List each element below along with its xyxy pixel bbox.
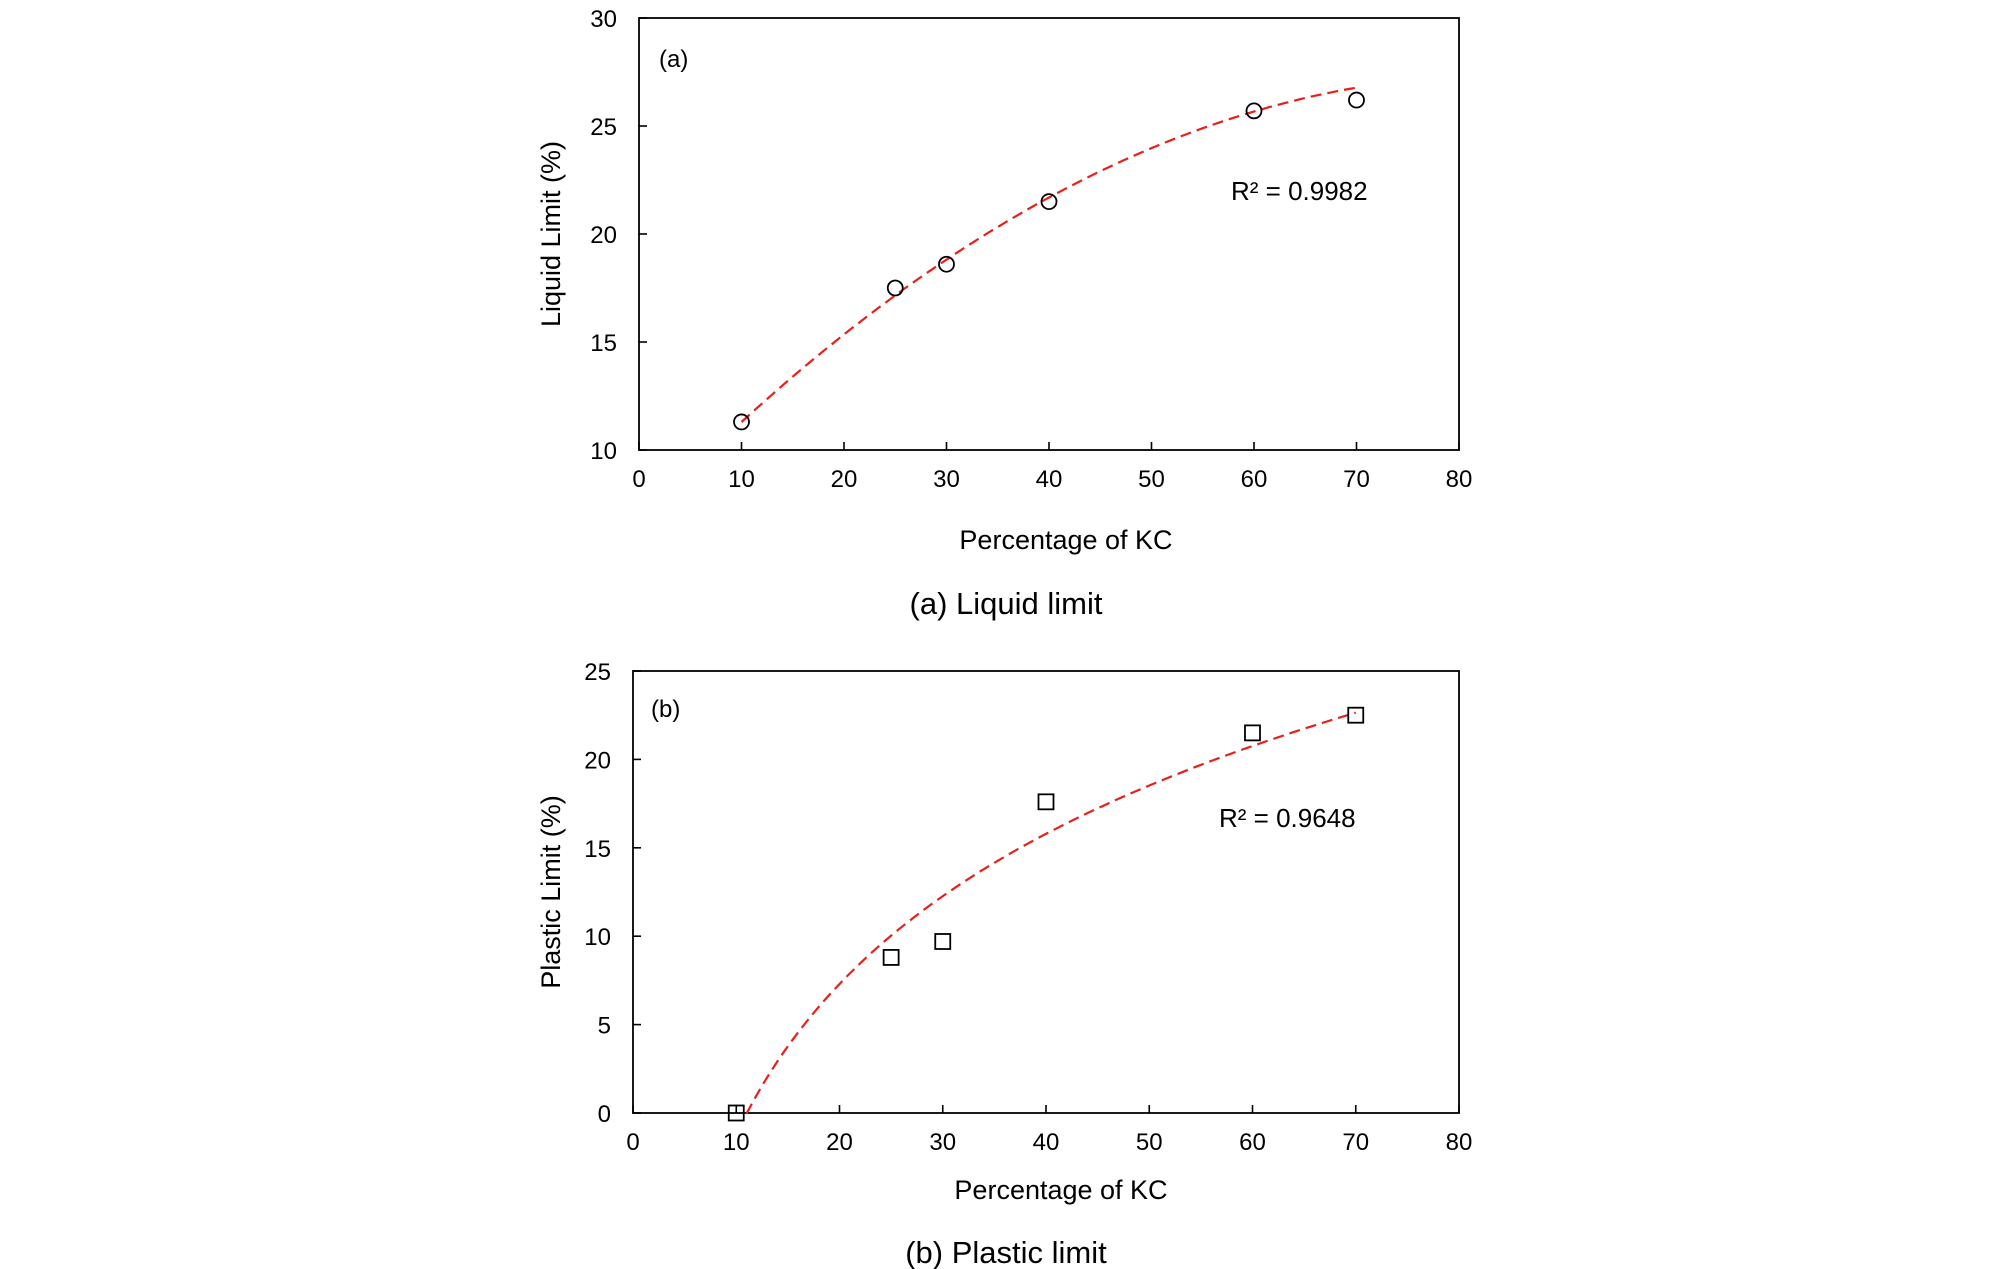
ticks-a: 0 10 20 30 40 50 60 70 80 10 15 20 25 30 xyxy=(590,6,1472,493)
x-tick-label: 50 xyxy=(1138,466,1165,493)
x-tick-label: 60 xyxy=(1241,466,1268,493)
x-tick-label: 20 xyxy=(831,466,858,493)
x-axis-title-b: Percentage of KC xyxy=(954,1175,1167,1205)
trendline-curve xyxy=(745,711,1357,1115)
data-point-circle xyxy=(1040,193,1058,211)
caption-b: (b) Plastic limit xyxy=(905,1235,1107,1269)
trendline-b xyxy=(745,711,1357,1115)
y-tick-label: 10 xyxy=(590,438,617,465)
plot-frame-b xyxy=(632,670,1460,1114)
x-tick-label: 40 xyxy=(1036,466,1063,493)
y-axis-title-b: Plastic Limit (%) xyxy=(536,795,566,989)
data-point-square xyxy=(1347,706,1365,724)
trendline-a xyxy=(740,86,1357,423)
x-tick-label: 70 xyxy=(1342,1129,1369,1156)
x-tick-label: 0 xyxy=(626,1129,639,1156)
data-point-square xyxy=(1037,793,1055,811)
caption-a: (a) Liquid limit xyxy=(910,586,1103,621)
r-squared-b: R² = 0.9648 xyxy=(1219,803,1356,833)
x-tick-label: 50 xyxy=(1136,1129,1163,1156)
y-tick-label: 15 xyxy=(590,330,617,357)
data-point-square xyxy=(1244,724,1261,742)
y-tick-label: 20 xyxy=(590,222,617,249)
panel-label-b: (b) xyxy=(651,696,680,723)
data-points-b xyxy=(727,706,1365,1122)
data-point-square xyxy=(882,949,900,966)
data-point-circle xyxy=(1245,102,1263,120)
x-tick-label: 30 xyxy=(929,1129,956,1156)
x-axis-title-a: Percentage of KC xyxy=(959,525,1172,555)
y-tick-label: 15 xyxy=(584,836,611,863)
panel-label-a: (a) xyxy=(659,46,688,73)
x-tick-label: 10 xyxy=(728,466,755,493)
y-tick-label: 30 xyxy=(590,6,617,33)
trendline-curve xyxy=(740,86,1357,423)
y-tick-label: 0 xyxy=(598,1101,611,1128)
y-tick-label: 20 xyxy=(584,747,611,774)
x-tick-label: 40 xyxy=(1033,1129,1060,1156)
data-point-square xyxy=(727,1104,745,1122)
data-point-square xyxy=(934,933,952,950)
x-tick-label: 0 xyxy=(632,466,645,493)
x-tick-label: 80 xyxy=(1446,466,1473,493)
x-tick-label: 70 xyxy=(1343,466,1370,493)
liquid-limit-chart: 0 10 20 30 40 50 60 70 80 10 15 20 25 30 (a) R² = 0.9… xyxy=(536,6,1472,621)
data-point-circle xyxy=(938,255,955,273)
x-tick-label: 30 xyxy=(933,466,960,493)
y-tick-label: 5 xyxy=(598,1013,611,1040)
ticks-b: 0 10 20 30 40 50 60 70 80 0 5 10 15 20 25 xyxy=(584,659,1472,1156)
x-tick-label: 20 xyxy=(826,1129,853,1156)
plot-frame-a xyxy=(638,17,1460,451)
y-tick-label: 25 xyxy=(590,114,617,141)
y-axis-title-a: Liquid Limit (%) xyxy=(536,141,566,327)
data-point-circle xyxy=(733,413,750,431)
plastic-limit-chart: 0 10 20 30 40 50 60 70 80 0 5 10 15 20 25 (b) R² = 0.9… xyxy=(536,659,1472,1269)
x-tick-label: 10 xyxy=(723,1129,750,1156)
y-tick-label: 25 xyxy=(584,659,611,686)
x-tick-label: 80 xyxy=(1446,1129,1473,1156)
data-point-circle xyxy=(1348,91,1365,109)
y-tick-label: 10 xyxy=(584,924,611,951)
x-tick-label: 60 xyxy=(1239,1129,1266,1156)
data-point-circle xyxy=(886,279,904,297)
data-points-a xyxy=(733,91,1365,431)
r-squared-a: R² = 0.9982 xyxy=(1231,176,1368,206)
